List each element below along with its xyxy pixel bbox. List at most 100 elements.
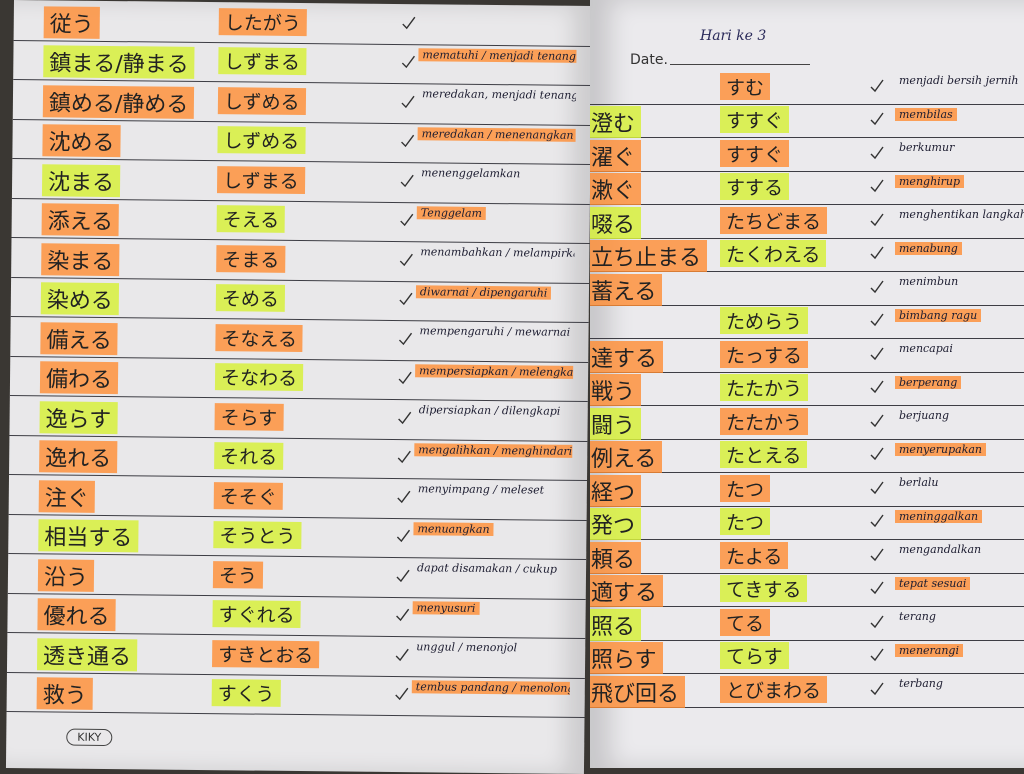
date-value: Hari ke 3 xyxy=(700,28,767,44)
check-stroke xyxy=(870,280,884,293)
reading: たたかう xyxy=(720,374,809,402)
reading: しずまる xyxy=(216,165,305,194)
check-mark xyxy=(400,214,414,227)
check-stroke xyxy=(398,332,413,345)
reading: そらす xyxy=(214,402,284,431)
meaning: menghentikan langkah xyxy=(899,208,1024,221)
meaning: berjuang xyxy=(899,409,949,422)
reading: そなわる xyxy=(214,363,304,392)
reading: すすぐ xyxy=(720,106,790,134)
kanji: 照らす xyxy=(590,642,663,675)
date-label: Date. xyxy=(630,52,668,68)
check-stroke xyxy=(396,569,410,582)
reading: たくわえる xyxy=(720,240,827,268)
kanji: 備わる xyxy=(39,361,119,395)
check-mark xyxy=(870,313,884,327)
kanji: 濯ぐ xyxy=(590,139,642,172)
check-mark xyxy=(401,56,415,69)
check-stroke xyxy=(398,411,412,424)
kanji: 闘う xyxy=(590,407,642,440)
meaning: terang xyxy=(899,610,936,623)
kanji: 蓄える xyxy=(590,273,663,306)
check-stroke xyxy=(399,293,413,306)
meaning: membilas xyxy=(895,107,957,121)
vocab-row: 染まる そまる menambahkan / melampirkan xyxy=(11,236,590,284)
check-mark xyxy=(398,411,412,424)
check-mark xyxy=(870,179,884,193)
vocab-row: ためらう bimbang ragu xyxy=(590,305,1024,339)
vocab-row: 濯ぐ すすぐ berkumur xyxy=(590,137,1024,172)
check-mark xyxy=(398,372,412,385)
check-mark xyxy=(870,213,884,226)
meaning: bimbang ragu xyxy=(895,308,982,322)
vocab-row: 逸らす そらす dipersiapkan / dilengkapi xyxy=(9,394,588,442)
kanji: 逸れる xyxy=(39,440,118,474)
vocab-row: 頼る たよる mengandalkan xyxy=(590,539,1024,574)
vocab-row: 発つ たつ meninggalkan xyxy=(590,506,1024,541)
vocab-row: 染める そめる diwarnai / dipengaruhi xyxy=(10,276,590,324)
kanji: 沈まる xyxy=(41,164,121,197)
check-mark xyxy=(398,332,413,345)
reading: たとえる xyxy=(720,441,808,469)
meaning: menuangkan xyxy=(413,521,494,536)
check-stroke xyxy=(870,648,884,662)
date-line xyxy=(670,64,810,65)
vocab-row: 逸れる それる mengalihkan / menghindari xyxy=(9,434,588,482)
check-mark xyxy=(395,648,409,661)
check-stroke xyxy=(398,372,412,385)
check-mark xyxy=(402,16,416,29)
vocab-row: 注ぐ そそぐ menyimpang / meleset xyxy=(8,473,588,521)
vocab-row: 達する たっする mencapai xyxy=(590,338,1024,373)
reading: すきとおる xyxy=(212,639,320,668)
check-mark xyxy=(870,615,884,628)
reading: すすぐ xyxy=(720,139,790,167)
kanji: 染まる xyxy=(41,243,120,276)
check-mark xyxy=(870,380,884,394)
vocab-row: 立ち止まる たくわえる menabung xyxy=(590,238,1024,273)
vocab-row: 飛び回る とびまわる terbang xyxy=(590,673,1024,708)
meaning: menabung xyxy=(895,241,962,255)
vocab-row: 照らす てらす menerangi xyxy=(590,640,1024,675)
vocab-row: 闘う たたかう berjuang xyxy=(590,405,1024,440)
check-stroke xyxy=(870,313,884,327)
meaning: menjadi bersih jernih xyxy=(899,74,1019,87)
reading: てる xyxy=(720,608,771,636)
check-mark xyxy=(396,569,410,582)
check-stroke xyxy=(870,179,884,193)
check-stroke xyxy=(870,79,884,92)
meaning: unggul / menonjol xyxy=(416,640,518,655)
kanji: 例える xyxy=(590,441,663,474)
meaning: berperang xyxy=(895,375,962,389)
reading: すする xyxy=(720,173,790,201)
check-mark xyxy=(870,548,884,561)
check-mark xyxy=(401,95,415,108)
kanji: 啜る xyxy=(590,206,642,239)
check-stroke xyxy=(400,214,414,227)
kanji: 頼る xyxy=(590,541,642,574)
check-mark xyxy=(870,414,884,427)
meaning: dipersiapkan / dilengkapi xyxy=(418,403,561,418)
check-stroke xyxy=(399,253,413,266)
check-mark xyxy=(400,174,414,187)
meaning: menimbun xyxy=(899,275,959,288)
check-mark xyxy=(870,581,884,595)
check-mark xyxy=(870,79,884,92)
reading: たっする xyxy=(720,340,809,368)
check-mark xyxy=(401,135,415,148)
vocab-row: 優れる すぐれる menyusuri xyxy=(7,592,586,640)
meaning: menyerupakan xyxy=(895,442,986,456)
meaning: dapat disamakan / cukup xyxy=(417,561,558,576)
meaning: menyimpang / meleset xyxy=(417,482,545,497)
meaning: mempengaruhi / mewarnai xyxy=(419,324,571,339)
vocab-row: 従う したがう xyxy=(13,0,592,47)
check-stroke xyxy=(397,490,411,503)
vocab-row: 照る てる terang xyxy=(590,606,1024,641)
meaning: mencapai xyxy=(899,342,953,355)
check-stroke xyxy=(870,146,884,159)
meaning: menambahkan / melampirkan xyxy=(420,245,575,260)
right-page: Hari ke 3 Date. すむ menjadi bersih jernih 澄… xyxy=(590,0,1024,768)
reading: てきする xyxy=(720,575,808,603)
vocab-row: すむ menjadi bersih jernih xyxy=(590,70,1024,105)
check-mark xyxy=(870,146,884,159)
